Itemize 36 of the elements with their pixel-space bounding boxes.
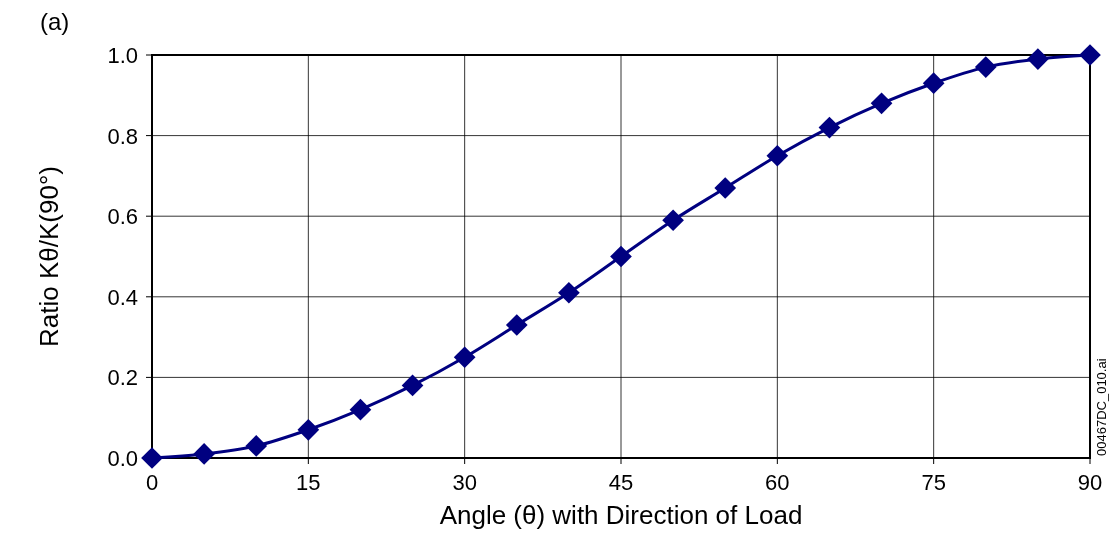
text: 00467DC_010.ai: [1094, 358, 1109, 456]
point: [766, 144, 789, 167]
point: [818, 116, 841, 139]
y-tick-label: 0.6: [107, 204, 138, 230]
y-tick-label: 1.0: [107, 43, 138, 68]
x-tick-label: 0: [145, 470, 159, 495]
x-tick-label: 60: [765, 470, 790, 495]
point: [974, 56, 997, 78]
point: [297, 418, 320, 441]
x-tick-label: 90: [1077, 470, 1103, 495]
point: [922, 72, 945, 95]
x-tick-label: 75: [921, 470, 946, 495]
point: [714, 177, 737, 199]
point: [193, 443, 215, 465]
point: [558, 281, 580, 304]
y-axis-title: Ratio Kθ/K(90°): [34, 166, 64, 347]
x-tick-label: 15: [296, 470, 321, 495]
y-tick-label: 0.4: [107, 284, 138, 310]
text: (a): [40, 8, 70, 35]
point: [453, 346, 476, 369]
point: [610, 245, 632, 268]
y-tick-label: 0.8: [107, 123, 138, 149]
point: [505, 314, 528, 336]
x-axis-title: Angle (θ) with Direction of Load: [439, 500, 803, 530]
point: [1079, 44, 1101, 66]
x-tick-label: 30: [452, 470, 477, 495]
y-tick-label: 0.0: [107, 446, 138, 471]
point: [662, 209, 684, 232]
point: [401, 374, 424, 397]
y-tick-label: 0.2: [107, 365, 138, 391]
point: [141, 447, 163, 469]
point: [349, 398, 372, 421]
point: [870, 92, 893, 115]
point: [245, 435, 268, 457]
point: [1027, 48, 1049, 70]
x-tick-label: 45: [608, 470, 634, 495]
